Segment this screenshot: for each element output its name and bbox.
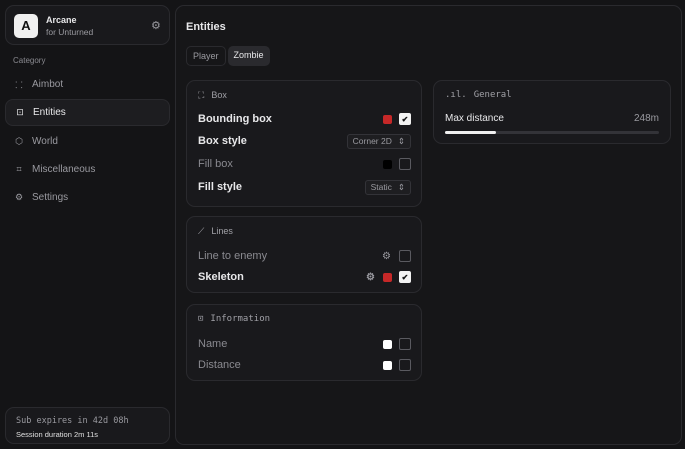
line-icon: ⟋ (198, 226, 205, 236)
app-subtitle: for Unturned (46, 27, 94, 37)
sidebar-item-aimbot[interactable]: ⸬ Aimbot (5, 71, 170, 98)
information-section: ⊡ Information Name Distance (186, 304, 422, 381)
tab-player[interactable]: Player (186, 46, 226, 66)
tab-bar: Player Zombie (186, 46, 270, 66)
general-section-title: .ıl. General (445, 90, 512, 100)
fill-style-select[interactable]: Static ⇕ (364, 179, 411, 195)
app-header-card: A Arcane for Unturned ⚙ (5, 5, 170, 45)
line-to-enemy-checkbox[interactable] (399, 250, 411, 262)
subscription-card: Sub expires in 42d 08h Session duration … (5, 407, 170, 444)
scan-face-icon: ⊡ (16, 107, 24, 117)
max-distance-slider[interactable] (445, 131, 659, 134)
sidebar-item-label: Entities (33, 107, 66, 118)
line-to-enemy-row: Line to enemy ⚙ (198, 247, 411, 265)
max-distance-label: Max distance (445, 113, 504, 124)
sidebar-item-entities[interactable]: ⊡ Entities (5, 99, 170, 126)
bounding-box-checkbox[interactable]: ✔ (399, 113, 411, 125)
color-swatch[interactable] (383, 339, 392, 349)
box-style-select[interactable]: Corner 2D ⇕ (346, 133, 411, 149)
grid-icon: ⌗ (16, 164, 22, 174)
fill-box-row: Fill box (198, 155, 411, 173)
name-row: Name (198, 335, 411, 353)
sidebar-item-settings[interactable]: ⚙ Settings (5, 184, 170, 211)
sidebar-item-label: World (32, 136, 58, 147)
box-section-title: ⛶ Box (198, 90, 227, 100)
slider-fill (445, 131, 497, 134)
page-title: Entities (186, 21, 226, 33)
session-duration: Session duration 2m 11s (16, 430, 98, 439)
lines-section: ⟋ Lines Line to enemy ⚙ Skeleton ⚙ ✔ (186, 216, 422, 293)
box-icon: ⛶ (198, 90, 205, 100)
skeleton-row: Skeleton ⚙ ✔ (198, 268, 411, 286)
color-swatch[interactable] (383, 114, 392, 124)
gear-icon[interactable]: ⚙ (382, 250, 391, 262)
information-section-title: ⊡ Information (198, 314, 271, 324)
distance-checkbox[interactable] (399, 359, 411, 371)
distance-row: Distance (198, 356, 411, 374)
app-logo: A (14, 14, 38, 38)
subscription-expiry: Sub expires in 42d 08h (16, 416, 129, 426)
category-label: Category (13, 56, 46, 65)
lines-section-title: ⟋ Lines (198, 226, 233, 236)
sidebar-item-label: Aimbot (32, 79, 64, 90)
fill-box-checkbox[interactable] (399, 158, 411, 170)
sidebar-item-label: Settings (32, 192, 69, 203)
globe-icon: ⬡ (15, 136, 23, 146)
chart-icon: .ıl. (445, 90, 467, 100)
name-checkbox[interactable] (399, 338, 411, 350)
sidebar-item-miscellaneous[interactable]: ⌗ Miscellaneous (5, 156, 170, 183)
skeleton-checkbox[interactable]: ✔ (399, 271, 411, 283)
scan-icon: ⊡ (198, 314, 204, 324)
sidebar-item-world[interactable]: ⬡ World (5, 128, 170, 155)
max-distance-value: 248m (633, 113, 659, 124)
sidebar-item-label: Miscellaneous (32, 164, 96, 175)
color-swatch[interactable] (383, 159, 392, 169)
settings-gear-icon[interactable]: ⚙ (151, 20, 161, 32)
crosshair-icon: ⸬ (15, 80, 23, 90)
fill-style-row: Fill style Static ⇕ (198, 178, 411, 196)
color-swatch[interactable] (383, 360, 392, 370)
bounding-box-row: Bounding box ✔ (198, 110, 411, 128)
gear-icon: ⚙ (14, 192, 24, 202)
general-section: .ıl. General Max distance 248m (433, 80, 671, 144)
tab-zombie[interactable]: Zombie (227, 46, 270, 66)
gear-icon[interactable]: ⚙ (366, 271, 375, 283)
box-section: ⛶ Box Bounding box ✔ Box style Corner 2D ⇕ F… (186, 80, 422, 207)
chevron-updown-icon: ⇕ (397, 181, 405, 192)
app-name: Arcane (46, 15, 77, 25)
box-style-row: Box style Corner 2D ⇕ (198, 132, 411, 150)
color-swatch[interactable] (383, 272, 392, 282)
chevron-updown-icon: ⇕ (397, 135, 405, 146)
